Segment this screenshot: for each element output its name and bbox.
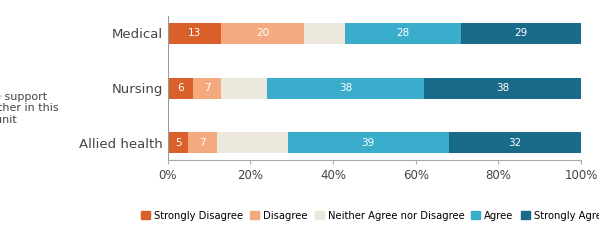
Bar <box>192 78 222 98</box>
Bar <box>189 133 217 153</box>
Text: 13: 13 <box>188 28 201 38</box>
Text: 38: 38 <box>496 83 509 93</box>
Bar <box>168 23 222 44</box>
Text: 28: 28 <box>397 28 410 38</box>
Text: 32: 32 <box>509 138 522 148</box>
Bar <box>449 133 581 153</box>
Bar <box>461 23 581 44</box>
Text: People support
one another in this
unit: People support one another in this unit <box>0 91 59 125</box>
Bar <box>168 78 192 98</box>
Bar <box>168 133 189 153</box>
Text: 7: 7 <box>204 83 210 93</box>
Text: 7: 7 <box>199 138 206 148</box>
Bar <box>424 78 581 98</box>
Bar <box>222 78 267 98</box>
Text: 5: 5 <box>175 138 181 148</box>
Text: 29: 29 <box>515 28 528 38</box>
Bar <box>267 78 424 98</box>
Text: 39: 39 <box>362 138 375 148</box>
Bar <box>217 133 288 153</box>
Bar <box>222 23 304 44</box>
Text: 38: 38 <box>339 83 352 93</box>
Bar <box>304 23 346 44</box>
Text: 20: 20 <box>256 28 270 38</box>
Bar <box>346 23 461 44</box>
Text: 6: 6 <box>177 83 183 93</box>
Legend: Strongly Disagree, Disagree, Neither Agree nor Disagree, Agree, Strongly Agree: Strongly Disagree, Disagree, Neither Agr… <box>141 211 599 221</box>
Bar <box>288 133 449 153</box>
